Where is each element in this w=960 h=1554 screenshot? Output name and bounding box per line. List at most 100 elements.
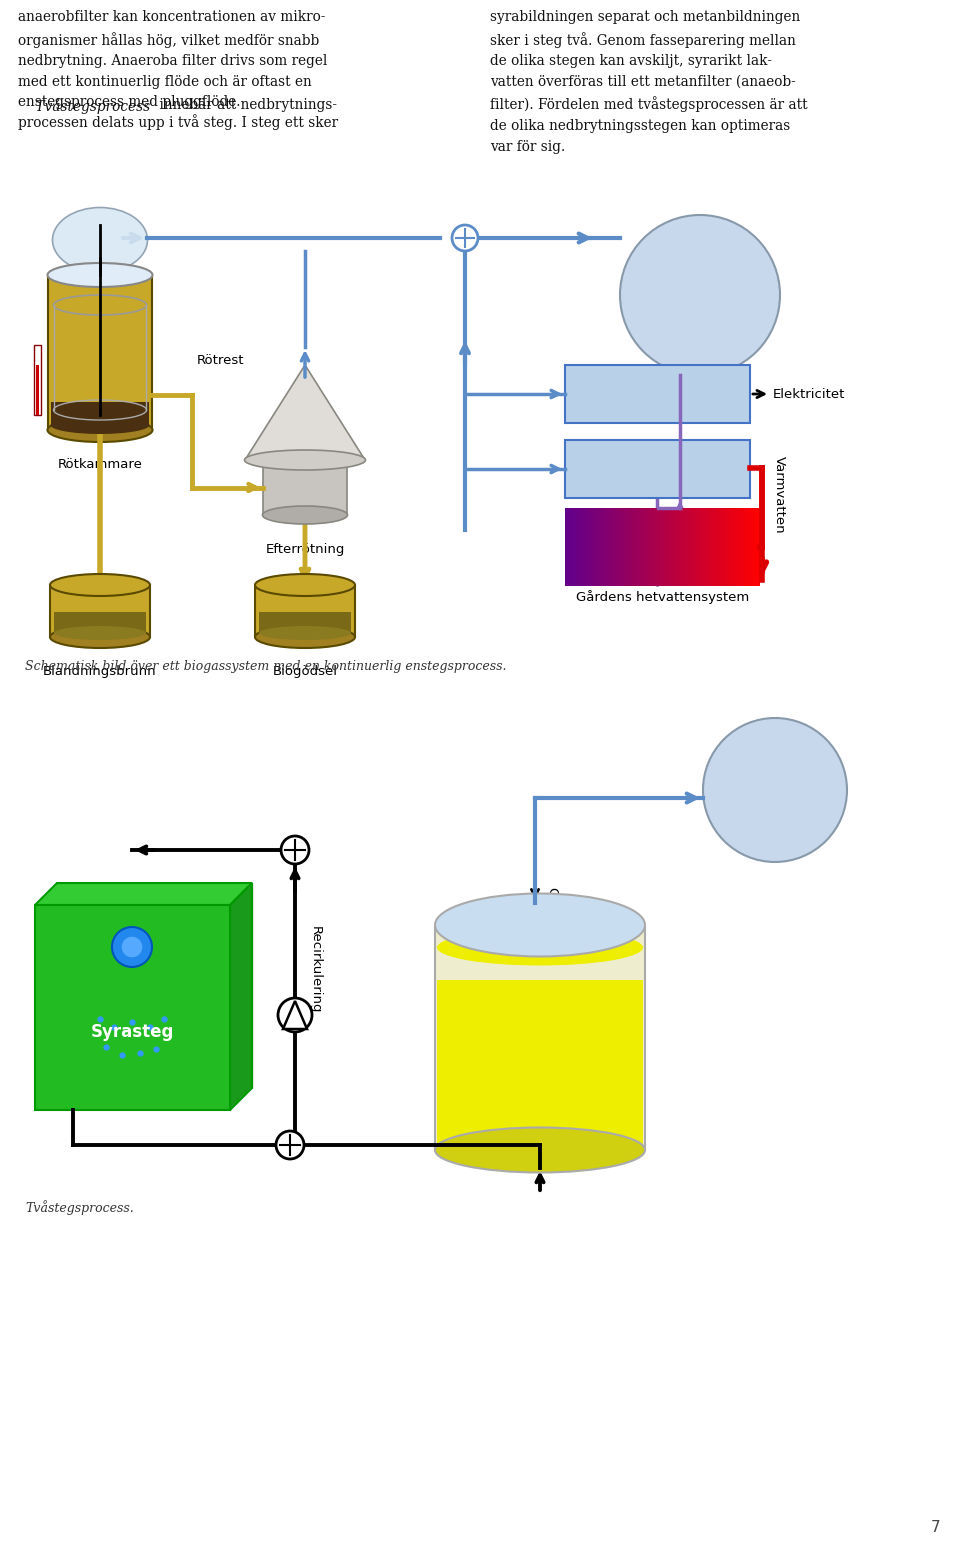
- Polygon shape: [48, 275, 152, 430]
- Bar: [746, 508, 747, 586]
- Bar: [631, 508, 632, 586]
- Bar: [723, 508, 724, 586]
- Bar: [730, 508, 731, 586]
- Bar: [617, 508, 618, 586]
- Bar: [706, 508, 707, 586]
- Bar: [718, 508, 719, 586]
- Bar: [684, 508, 685, 586]
- Bar: [603, 508, 604, 586]
- Bar: [732, 508, 733, 586]
- Text: Tvåstegsprocess: Tvåstegsprocess: [18, 98, 150, 113]
- Bar: [691, 508, 692, 586]
- Bar: [731, 508, 732, 586]
- Bar: [668, 508, 669, 586]
- Bar: [594, 508, 595, 586]
- Bar: [686, 508, 687, 586]
- Bar: [641, 508, 642, 586]
- Bar: [710, 508, 711, 586]
- Bar: [685, 508, 686, 586]
- Text: Rötrest: Rötrest: [197, 353, 245, 367]
- Bar: [649, 508, 650, 586]
- Bar: [753, 508, 754, 586]
- Bar: [615, 508, 616, 586]
- FancyBboxPatch shape: [565, 440, 750, 497]
- Bar: [737, 508, 738, 586]
- Bar: [728, 508, 729, 586]
- Bar: [717, 508, 718, 586]
- Bar: [618, 508, 619, 586]
- Polygon shape: [50, 584, 150, 637]
- Bar: [635, 508, 636, 586]
- Bar: [610, 508, 611, 586]
- Bar: [692, 508, 693, 586]
- Bar: [606, 508, 607, 586]
- Bar: [645, 508, 646, 586]
- Bar: [613, 508, 614, 586]
- Bar: [36, 365, 39, 415]
- Bar: [639, 508, 640, 586]
- Bar: [579, 508, 580, 586]
- Bar: [712, 508, 713, 586]
- Bar: [704, 508, 705, 586]
- Bar: [660, 508, 661, 586]
- Bar: [589, 508, 590, 586]
- Bar: [598, 508, 599, 586]
- Ellipse shape: [262, 451, 348, 469]
- Text: syrabildningen separat och metanbildningen
sker i steg två. Genom fasseparering : syrabildningen separat och metanbildning…: [490, 9, 807, 154]
- Circle shape: [278, 998, 312, 1032]
- Bar: [750, 508, 751, 586]
- Bar: [757, 508, 758, 586]
- Bar: [693, 508, 694, 586]
- Bar: [659, 508, 660, 586]
- Polygon shape: [435, 925, 645, 1150]
- Bar: [602, 508, 603, 586]
- Text: Blandningsbrunn: Blandningsbrunn: [43, 665, 156, 678]
- Bar: [566, 508, 567, 586]
- Bar: [670, 508, 671, 586]
- Text: Metansteg: Metansteg: [499, 1051, 581, 1064]
- Bar: [609, 508, 610, 586]
- Bar: [585, 508, 586, 586]
- Bar: [739, 508, 740, 586]
- Bar: [614, 508, 615, 586]
- Bar: [634, 508, 635, 586]
- Text: Elaggregat: Elaggregat: [619, 387, 695, 401]
- Bar: [653, 508, 654, 586]
- Bar: [571, 508, 572, 586]
- Bar: [715, 508, 716, 586]
- Bar: [720, 508, 721, 586]
- Bar: [726, 508, 727, 586]
- Bar: [586, 508, 587, 586]
- Bar: [705, 508, 706, 586]
- Text: Biogödsel: Biogödsel: [273, 665, 338, 678]
- Bar: [711, 508, 712, 586]
- Ellipse shape: [54, 626, 146, 640]
- Circle shape: [703, 718, 847, 862]
- Bar: [616, 508, 617, 586]
- Circle shape: [112, 928, 152, 967]
- Bar: [567, 508, 568, 586]
- Bar: [597, 508, 598, 586]
- Bar: [624, 508, 625, 586]
- Bar: [640, 508, 641, 586]
- Bar: [646, 508, 647, 586]
- Bar: [743, 508, 744, 586]
- Bar: [592, 508, 593, 586]
- Ellipse shape: [435, 1128, 645, 1173]
- Bar: [754, 508, 755, 586]
- Bar: [673, 508, 674, 586]
- Bar: [752, 508, 753, 586]
- Bar: [702, 508, 703, 586]
- Bar: [608, 508, 609, 586]
- Polygon shape: [57, 883, 252, 1088]
- Bar: [671, 508, 672, 586]
- Ellipse shape: [255, 573, 355, 597]
- Bar: [703, 508, 704, 586]
- Text: Panna: Panna: [636, 462, 679, 476]
- Bar: [683, 508, 684, 586]
- Bar: [626, 508, 627, 586]
- Polygon shape: [437, 981, 643, 1147]
- Bar: [652, 508, 653, 586]
- Bar: [657, 508, 658, 586]
- Bar: [740, 508, 741, 586]
